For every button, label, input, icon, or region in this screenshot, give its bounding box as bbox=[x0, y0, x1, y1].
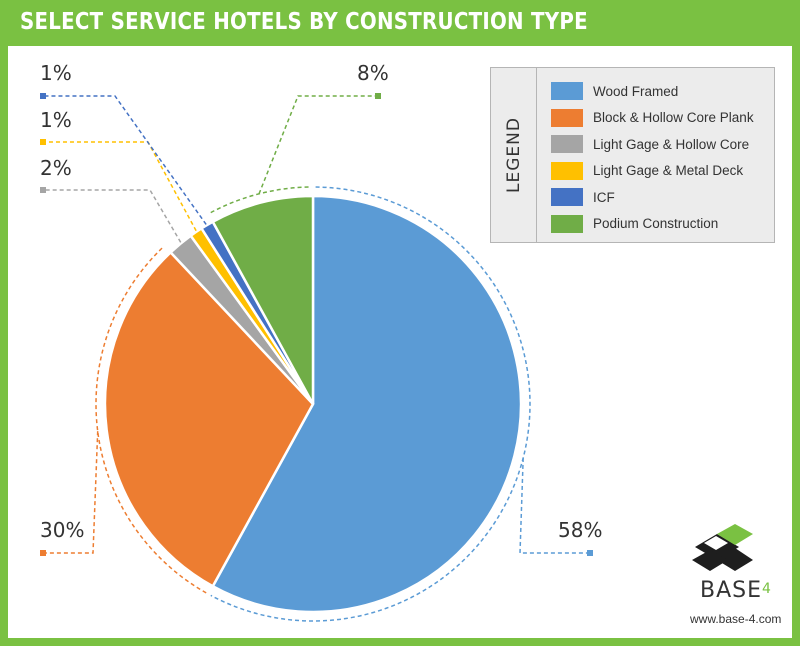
chart-title: SELECT SERVICE HOTELS BY CONSTRUCTION TY… bbox=[20, 9, 588, 35]
legend-swatch-icf bbox=[551, 188, 583, 207]
leader-marker-wood-framed bbox=[587, 550, 593, 556]
leader-line-icf bbox=[43, 95, 211, 231]
legend-swatch-block-hollow-core-plank bbox=[551, 108, 583, 127]
value-labels: 58% 30% 2% 1% 1% 8% bbox=[40, 61, 602, 542]
legend-label-podium-construction: Podium Construction bbox=[593, 216, 719, 232]
legend-item-podium-construction: Podium Construction bbox=[551, 211, 754, 238]
legend-label-icf: ICF bbox=[593, 189, 615, 205]
legend-label-wood-framed: Wood Framed bbox=[593, 83, 679, 99]
legend-label-block-hollow-core-plank: Block & Hollow Core Plank bbox=[593, 110, 754, 126]
leader-line-podium-construction bbox=[258, 95, 378, 195]
value-label-block-hollow-core-plank: 30% bbox=[40, 518, 84, 542]
legend-swatch-podium-construction bbox=[551, 214, 583, 233]
brand-superscript: 4 bbox=[762, 581, 772, 597]
legend-title: LEGEND bbox=[503, 117, 524, 193]
legend-swatch-wood-framed bbox=[551, 82, 583, 101]
leader-marker-light-gage-hollow-core bbox=[40, 187, 46, 193]
value-label-light-gage-metal-deck: 1% bbox=[40, 108, 72, 132]
legend-swatch-light-gage-metal-deck bbox=[551, 161, 583, 180]
leader-line-light-gage-hollow-core bbox=[43, 189, 185, 249]
leader-marker-podium-construction bbox=[375, 93, 381, 99]
leader-marker-block-hollow-core-plank bbox=[40, 550, 46, 556]
pie-slice-wood-framed bbox=[211, 194, 523, 614]
legend-title-box: LEGEND bbox=[491, 68, 537, 242]
pie-slice-podium-construction bbox=[211, 194, 315, 405]
legend: LEGEND Wood Framed Block & Hollow Core Pl… bbox=[490, 67, 775, 243]
legend-items: Wood Framed Block & Hollow Core Plank Ligh… bbox=[551, 78, 754, 237]
brand-url: www.base-4.com bbox=[690, 612, 782, 626]
brand-name: BASE bbox=[700, 578, 763, 603]
value-label-wood-framed: 58% bbox=[558, 518, 602, 542]
value-label-podium-construction: 8% bbox=[357, 61, 389, 85]
slice-outline-block-hollow-core-plank bbox=[95, 247, 207, 594]
value-label-light-gage-hollow-core: 2% bbox=[40, 156, 72, 180]
pie-slice-block-hollow-core-plank bbox=[103, 250, 315, 588]
legend-item-icf: ICF bbox=[551, 184, 754, 211]
slice-outline-podium-construction bbox=[210, 186, 311, 214]
brand-logo-text: BASE4 bbox=[700, 578, 772, 603]
legend-label-light-gage-metal-deck: Light Gage & Metal Deck bbox=[593, 163, 744, 179]
legend-item-light-gage-metal-deck: Light Gage & Metal Deck bbox=[551, 158, 754, 185]
legend-swatch-light-gage-hollow-core bbox=[551, 135, 583, 154]
leader-marker-light-gage-metal-deck bbox=[40, 139, 46, 145]
legend-label-light-gage-hollow-core: Light Gage & Hollow Core bbox=[593, 136, 750, 152]
legend-item-wood-framed: Wood Framed bbox=[551, 78, 754, 105]
leader-marker-icf bbox=[40, 93, 46, 99]
pie-slices bbox=[103, 194, 523, 614]
legend-item-block-hollow-core-plank: Block & Hollow Core Plank bbox=[551, 105, 754, 132]
base4-logo-mark bbox=[692, 524, 753, 571]
value-label-icf: 1% bbox=[40, 61, 72, 85]
title-bar: SELECT SERVICE HOTELS BY CONSTRUCTION TY… bbox=[0, 0, 800, 46]
legend-item-light-gage-hollow-core: Light Gage & Hollow Core bbox=[551, 131, 754, 158]
leader-line-block-hollow-core-plank bbox=[43, 431, 99, 554]
leader-line-wood-framed bbox=[519, 457, 590, 554]
leader-lines bbox=[40, 93, 593, 622]
